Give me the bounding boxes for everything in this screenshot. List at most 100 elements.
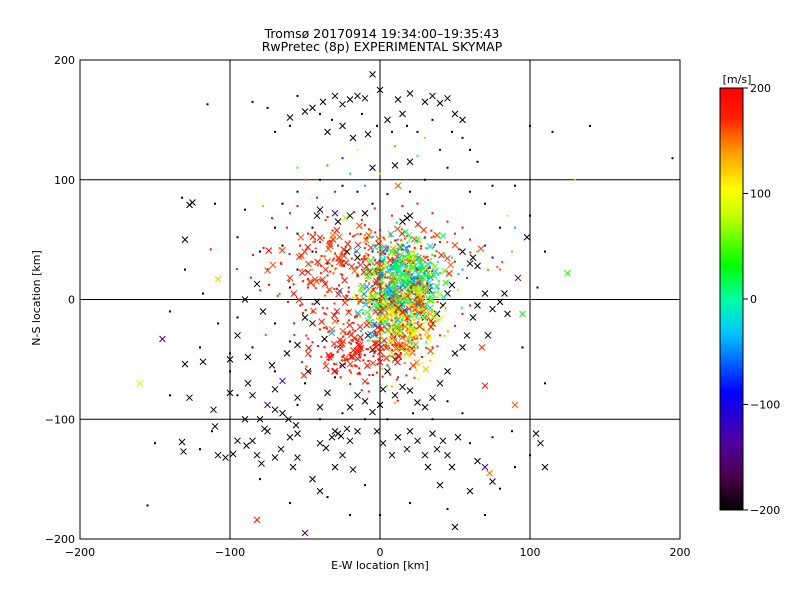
- data-point-x: [316, 234, 324, 242]
- data-point-dot: [428, 276, 431, 279]
- data-point-dot: [314, 250, 317, 253]
- data-point-dot: [362, 359, 365, 362]
- data-point-dot: [334, 252, 337, 255]
- data-point-dot: [416, 130, 419, 133]
- data-point-dot: [431, 270, 434, 273]
- data-point-dot: [394, 310, 397, 313]
- data-point-dot: [405, 318, 408, 321]
- data-point-dot: [348, 369, 351, 372]
- data-point-dot: [251, 100, 254, 103]
- colorbar-tick-label: 100: [750, 188, 771, 201]
- data-point-dot: [319, 418, 321, 421]
- x-tick-label: 200: [670, 546, 691, 559]
- data-point-dot: [359, 356, 362, 359]
- data-point-dot: [397, 376, 399, 379]
- data-point-x: [321, 335, 328, 343]
- data-point-dot: [354, 337, 357, 340]
- data-point-dot: [416, 154, 419, 157]
- data-point-x: [285, 415, 292, 423]
- data-point-dot: [376, 317, 379, 320]
- data-point-dot: [589, 124, 591, 127]
- data-point-dot: [396, 270, 399, 273]
- data-point-x: [481, 463, 489, 471]
- data-point-dot: [421, 362, 424, 365]
- data-point-dot: [431, 309, 434, 312]
- data-point-dot: [529, 214, 531, 217]
- data-point-dot: [394, 356, 397, 359]
- data-point-x: [289, 463, 297, 471]
- data-point-x: [294, 454, 301, 461]
- data-point-dot: [410, 286, 413, 289]
- data-point-dot: [461, 268, 464, 271]
- data-point-dot: [340, 359, 343, 362]
- data-point-dot: [368, 374, 371, 377]
- data-point-dot: [422, 275, 425, 278]
- data-point-dot: [379, 290, 382, 293]
- data-point-dot: [296, 403, 299, 406]
- data-point-dot: [341, 412, 344, 415]
- data-point-dot: [421, 355, 423, 358]
- data-point-dot: [323, 255, 326, 258]
- data-point-dot: [379, 284, 382, 287]
- data-point-x: [357, 334, 364, 341]
- data-point-x: [394, 358, 401, 366]
- data-point-dot: [348, 330, 351, 333]
- data-point-dot: [342, 335, 345, 338]
- data-point-dot: [425, 305, 428, 308]
- data-point-dot: [361, 112, 363, 115]
- data-point-dot: [396, 317, 399, 320]
- data-point-x: [326, 242, 334, 250]
- data-point-x: [271, 454, 279, 461]
- data-point-dot: [383, 263, 386, 266]
- data-point-dot: [259, 250, 261, 253]
- data-point-dot: [319, 178, 321, 181]
- data-point-dot: [202, 292, 204, 295]
- data-point-dot: [337, 244, 339, 247]
- data-point-dot: [401, 307, 404, 310]
- data-point-dot: [398, 290, 401, 293]
- data-point-dot: [363, 257, 366, 260]
- data-point-x: [433, 283, 441, 290]
- data-point-dot: [400, 253, 403, 256]
- data-point-dot: [426, 282, 429, 285]
- data-point-dot: [365, 279, 368, 282]
- data-point-dot: [359, 350, 362, 353]
- data-point-dot: [394, 320, 397, 323]
- data-point-dot: [394, 297, 397, 300]
- data-point-dot: [408, 314, 411, 317]
- data-point-dot: [407, 255, 410, 258]
- data-point-dot: [251, 346, 254, 349]
- data-point-x: [286, 433, 294, 441]
- data-point-dot: [386, 276, 389, 279]
- data-point-dot: [334, 346, 336, 349]
- data-point-dot: [439, 241, 441, 244]
- data-point-dot: [206, 103, 209, 106]
- data-point-x: [392, 330, 400, 338]
- data-point-x: [395, 352, 402, 359]
- data-point-x: [259, 308, 267, 315]
- data-point-dot: [469, 238, 471, 241]
- data-point-dot: [385, 385, 388, 388]
- data-point-dot: [355, 365, 358, 368]
- data-point-dot: [379, 330, 382, 333]
- data-point-dot: [451, 130, 453, 133]
- data-point-dot: [389, 373, 392, 376]
- data-point-dot: [169, 310, 171, 313]
- data-point-dot: [366, 348, 369, 351]
- data-point-dot: [372, 262, 375, 265]
- data-point-x: [181, 360, 189, 368]
- data-point-dot: [385, 344, 388, 347]
- data-point-dot: [361, 308, 364, 311]
- data-point-dot: [199, 346, 201, 349]
- data-point-dot: [401, 316, 404, 319]
- data-point-dot: [354, 234, 357, 237]
- data-point-dot: [296, 190, 299, 193]
- data-point-dot: [339, 376, 342, 379]
- data-point-dot: [411, 311, 414, 314]
- data-point-dot: [417, 377, 420, 380]
- data-point-dot: [278, 292, 281, 295]
- data-point-dot: [514, 466, 516, 469]
- data-point-dot: [425, 317, 428, 320]
- data-point-dot: [341, 274, 344, 277]
- data-point-dot: [416, 363, 419, 366]
